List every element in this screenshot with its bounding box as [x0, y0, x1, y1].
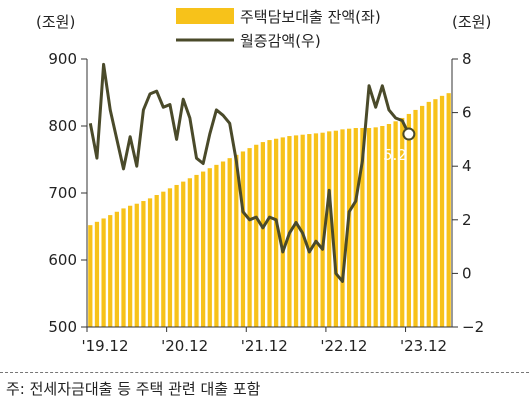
left-tick-label: 600 — [48, 251, 77, 269]
bar — [194, 174, 199, 327]
left-tick-label: 700 — [48, 184, 77, 202]
right-tick-label: −2 — [462, 318, 484, 336]
bar — [147, 198, 153, 327]
x-tick-label: '21.12 — [241, 337, 288, 355]
bar — [220, 161, 226, 327]
bar — [121, 208, 126, 327]
bar — [420, 105, 425, 328]
right-tick-label: 6 — [462, 104, 472, 122]
last-point-marker — [402, 127, 416, 141]
left-tick-label: 500 — [48, 318, 77, 336]
left-tick-label: 800 — [48, 117, 77, 135]
right-axis-unit: (조원) — [452, 13, 491, 31]
bar — [274, 138, 279, 327]
bar — [360, 128, 365, 327]
bar — [267, 140, 272, 327]
left-tick-label: 900 — [48, 50, 77, 68]
bar — [340, 129, 345, 327]
bar — [320, 132, 325, 327]
bar — [433, 99, 438, 327]
legend: 주택담보대출 잔액(좌) 월증감액(우) — [176, 8, 381, 50]
bar — [94, 221, 100, 327]
bar — [141, 201, 146, 327]
bar — [167, 188, 173, 327]
bar — [247, 148, 252, 327]
bar — [327, 131, 332, 327]
bar — [393, 121, 398, 327]
bar — [181, 181, 186, 327]
legend-bar-swatch — [176, 8, 234, 24]
left-axis-unit: (조원) — [36, 13, 75, 31]
axes: 500 600 700 800 900 −2 0 2 4 6 8 '19.12 '20.12 '21.12… — [48, 50, 484, 355]
bar — [214, 164, 219, 327]
bar — [114, 211, 119, 327]
bar — [108, 215, 113, 327]
right-tick-label: 8 — [462, 50, 472, 68]
bar — [353, 128, 358, 327]
bar — [347, 128, 352, 327]
x-tick-label: '23.12 — [400, 337, 447, 355]
bar — [400, 117, 405, 328]
bar — [201, 171, 206, 327]
right-tick-label: 0 — [462, 264, 472, 282]
bar — [254, 144, 259, 327]
bar — [406, 113, 411, 327]
bar — [446, 93, 451, 327]
bar — [413, 109, 418, 327]
bar — [307, 134, 312, 327]
footnote: 주: 전세자금대출 등 주택 관련 대출 포함 — [6, 380, 261, 398]
bar — [313, 133, 319, 327]
bar — [240, 151, 246, 327]
bar — [426, 101, 431, 327]
bar — [380, 126, 385, 327]
bar — [386, 123, 392, 328]
last-point-label: 5.2 — [383, 146, 407, 164]
bar — [174, 184, 179, 327]
bar — [134, 203, 139, 327]
line-series: 5.2 — [88, 62, 416, 283]
bar — [101, 218, 106, 327]
right-tick-label: 4 — [462, 157, 472, 175]
bar — [234, 154, 239, 327]
bar — [366, 128, 372, 327]
bar — [207, 168, 212, 327]
legend-bar-label: 주택담보대출 잔액(좌) — [240, 8, 381, 26]
chart: 5.2 500 600 700 800 900 −2 0 2 4 6 8 '19.12 '20.12 '2… — [36, 8, 491, 355]
x-tick-label: '19.12 — [81, 337, 128, 355]
x-tick-label: '20.12 — [161, 337, 208, 355]
bar — [154, 195, 159, 327]
bar — [280, 137, 285, 327]
bar — [187, 178, 192, 327]
line-path — [88, 62, 411, 283]
bar — [373, 127, 378, 327]
bar — [88, 225, 93, 327]
bar — [227, 158, 232, 327]
bar — [333, 130, 338, 327]
footnote-separator — [0, 372, 529, 373]
x-tick-label: '22.12 — [320, 337, 367, 355]
bar — [128, 205, 133, 327]
bar — [293, 135, 299, 327]
bar — [439, 95, 445, 327]
legend-line-label: 월증감액(우) — [240, 32, 321, 50]
right-tick-label: 2 — [462, 211, 472, 229]
bar — [161, 191, 166, 327]
bar — [260, 142, 265, 327]
